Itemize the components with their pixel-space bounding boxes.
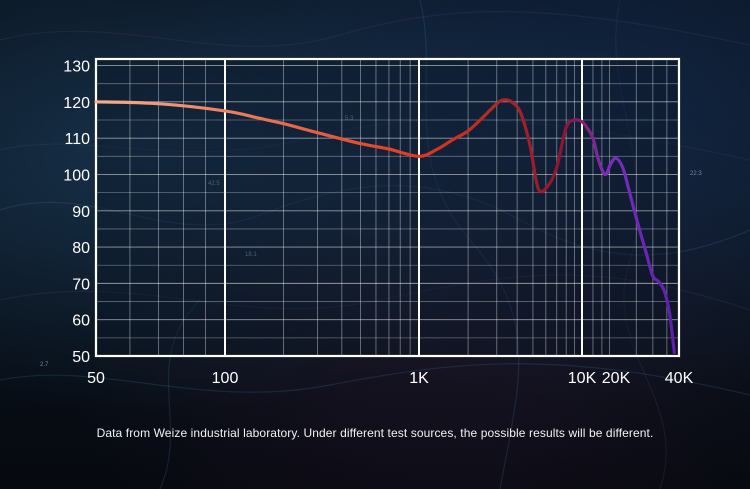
x-tick-label: 50 bbox=[87, 370, 105, 387]
x-tick-label: 10K bbox=[568, 370, 597, 387]
y-tick-label: 70 bbox=[72, 276, 90, 293]
chart-caption: Data from Weize industrial laboratory. U… bbox=[96, 426, 654, 440]
background-contour-line bbox=[615, 0, 667, 489]
background-contour-line bbox=[0, 118, 750, 161]
x-tick-label: 20K bbox=[602, 370, 631, 387]
y-tick-label: 130 bbox=[63, 59, 90, 76]
y-tick-label: 60 bbox=[72, 313, 90, 330]
x-tick-label: 100 bbox=[212, 370, 239, 387]
frequency-response-line bbox=[94, 98, 676, 354]
x-tick-label: 40K bbox=[665, 370, 694, 387]
background-contour-line bbox=[0, 185, 750, 256]
y-tick-label: 100 bbox=[63, 167, 90, 184]
background-annotation: 18.1 bbox=[245, 252, 257, 258]
y-tick-label: 90 bbox=[72, 204, 90, 221]
background-annotation: 5.3 bbox=[345, 116, 354, 122]
y-tick-label: 120 bbox=[63, 95, 90, 112]
background-annotation: 42.5 bbox=[208, 181, 220, 187]
x-tick-label: 1K bbox=[409, 370, 429, 387]
y-tick-label: 80 bbox=[72, 240, 90, 257]
background-contour-line bbox=[0, 363, 750, 396]
background-contour-line bbox=[0, 11, 750, 47]
background-annotation: 22.3 bbox=[690, 171, 702, 177]
background-contour-line bbox=[0, 274, 750, 311]
plot-frame bbox=[94, 57, 681, 358]
y-tick-label: 50 bbox=[72, 349, 90, 366]
background-contour-line bbox=[419, 0, 520, 489]
y-tick-label: 110 bbox=[64, 131, 90, 148]
background-contour-line bbox=[159, 299, 201, 489]
background-annotation: 2.7 bbox=[40, 362, 49, 368]
